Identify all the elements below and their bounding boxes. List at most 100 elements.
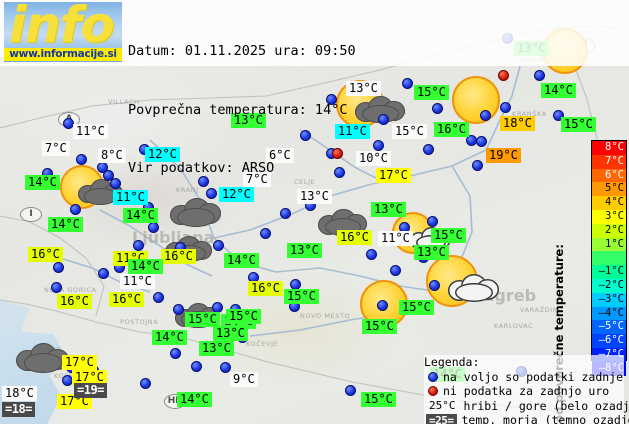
station-dot-available[interactable] <box>198 176 209 187</box>
temperature-label: 18°C <box>2 386 37 401</box>
station-dot-available[interactable] <box>300 130 311 141</box>
site-logo[interactable]: info www.informacije.si <box>4 2 122 62</box>
sun-icon <box>452 76 500 124</box>
temperature-label: 15°C <box>431 228 466 243</box>
station-dot-available[interactable] <box>70 204 81 215</box>
station-dot-available[interactable] <box>553 110 564 121</box>
blue-dot-icon <box>428 371 438 382</box>
legend-row-sea: =25= temp. morja (temno ozadje) <box>424 413 629 424</box>
temperature-label: 15°C <box>561 117 596 132</box>
station-dot-available[interactable] <box>472 160 483 171</box>
station-dot-available[interactable] <box>148 222 159 233</box>
temperature-label: 16°C <box>161 249 196 264</box>
station-dot-available[interactable] <box>51 282 62 293</box>
station-dot-available[interactable] <box>378 114 389 125</box>
sea-temperature-label: =19= <box>74 383 107 398</box>
temperature-label: 17°C <box>62 355 97 370</box>
station-dot-available[interactable] <box>103 170 114 181</box>
cloud-icon <box>77 176 124 205</box>
station-dot-available[interactable] <box>534 70 545 81</box>
station-dot-available[interactable] <box>402 78 413 89</box>
station-dot-available[interactable] <box>140 378 151 389</box>
temperature-label: 14°C <box>541 83 576 98</box>
temperature-label: 7°C <box>243 172 271 187</box>
station-dot-available[interactable] <box>191 361 202 372</box>
country-marker-i: I <box>20 207 42 222</box>
temperature-label: 12°C <box>219 187 254 202</box>
station-dot-no-data[interactable] <box>332 148 343 159</box>
station-dot-available[interactable] <box>76 154 87 165</box>
scale-band-2: 6°C <box>592 168 626 183</box>
station-dot-available[interactable] <box>377 300 388 311</box>
place-name: KRANJ <box>176 186 199 194</box>
temperature-label: 13°C <box>231 113 266 128</box>
station-dot-available[interactable] <box>206 188 217 199</box>
sea-temperature-label: =18= <box>2 402 35 417</box>
legend-sea-chip: =25= <box>426 413 457 424</box>
legend-mountain-chip: 25°C <box>426 399 459 413</box>
scale-title-wrap: Odstopanje od povprečne temperature: <box>552 140 589 424</box>
temperature-label: 19°C <box>486 148 521 163</box>
scale-band-0: 8°C <box>592 141 626 155</box>
temperature-label: 16°C <box>434 122 469 137</box>
legend-red-dot-text: ni podatka za zadnjo uro <box>443 384 610 398</box>
scale-band-4: 4°C <box>592 196 626 210</box>
logo-url: www.informacije.si <box>4 48 122 61</box>
station-dot-available[interactable] <box>110 178 121 189</box>
temperature-label: 16°C <box>337 230 372 245</box>
station-dot-available[interactable] <box>133 240 144 251</box>
station-dot-available[interactable] <box>280 208 291 219</box>
place-name: NOVA GORICA <box>44 286 97 294</box>
station-dot-available[interactable] <box>390 265 401 276</box>
station-dot-available[interactable] <box>63 118 74 129</box>
scale-band-5: 3°C <box>592 209 626 224</box>
temperature-label: 14°C <box>48 217 83 232</box>
station-dot-available[interactable] <box>480 110 491 121</box>
temperature-label: 14°C <box>123 208 158 223</box>
station-dot-available[interactable] <box>500 102 511 113</box>
station-dot-available[interactable] <box>427 216 438 227</box>
station-dot-available[interactable] <box>334 167 345 178</box>
temperature-label: 15°C <box>414 85 449 100</box>
cloud-outline-icon <box>447 271 500 303</box>
station-dot-available[interactable] <box>98 268 109 279</box>
legend-title: Legenda: <box>424 355 480 369</box>
temperature-label: 17°C <box>72 370 107 385</box>
header-date-time: Datum: 01.11.2025 ura: 09:50 <box>128 43 356 59</box>
station-dot-available[interactable] <box>260 228 271 239</box>
station-dot-available[interactable] <box>220 362 231 373</box>
temperature-label: 15°C <box>362 319 397 334</box>
temperature-label: 11°C <box>378 231 413 246</box>
place-name: KRANŠKA <box>512 110 547 118</box>
station-dot-available[interactable] <box>213 240 224 251</box>
place-name: KARLOVAC <box>494 322 534 330</box>
cloud-puff <box>177 207 215 227</box>
station-dot-available[interactable] <box>326 94 337 105</box>
station-dot-available[interactable] <box>170 348 181 359</box>
station-dot-no-data[interactable] <box>498 70 509 81</box>
station-dot-available[interactable] <box>53 262 64 273</box>
station-dot-available[interactable] <box>423 144 434 155</box>
place-name: VILLACH <box>108 98 140 106</box>
station-dot-available[interactable] <box>153 292 164 303</box>
cloud-puff <box>455 283 493 303</box>
temperature-label: 15°C <box>361 392 396 407</box>
station-dot-available[interactable] <box>476 136 487 147</box>
temperature-label: 11°C <box>73 124 108 139</box>
station-dot-available[interactable] <box>432 103 443 114</box>
legend-sea-text: temp. morja (temno ozadje) <box>461 413 629 424</box>
scale-band-7: 1°C <box>592 237 626 252</box>
station-dot-available[interactable] <box>373 140 384 151</box>
station-dot-available[interactable] <box>366 249 377 260</box>
station-dot-available[interactable] <box>429 280 440 291</box>
temperature-label: 11°C <box>113 190 148 205</box>
station-dot-available[interactable] <box>173 304 184 315</box>
temperature-label: 14°C <box>128 259 163 274</box>
header-average-temperature: Povprečna temperatura: 14°C <box>128 101 348 118</box>
scale-band-10: –2°C <box>592 278 626 293</box>
temperature-label: 16°C <box>109 292 144 307</box>
station-dot-available[interactable] <box>345 385 356 396</box>
temperature-label: 13°C <box>414 245 449 260</box>
scale-band-8 <box>592 251 626 266</box>
temperature-label: 14°C <box>177 392 212 407</box>
